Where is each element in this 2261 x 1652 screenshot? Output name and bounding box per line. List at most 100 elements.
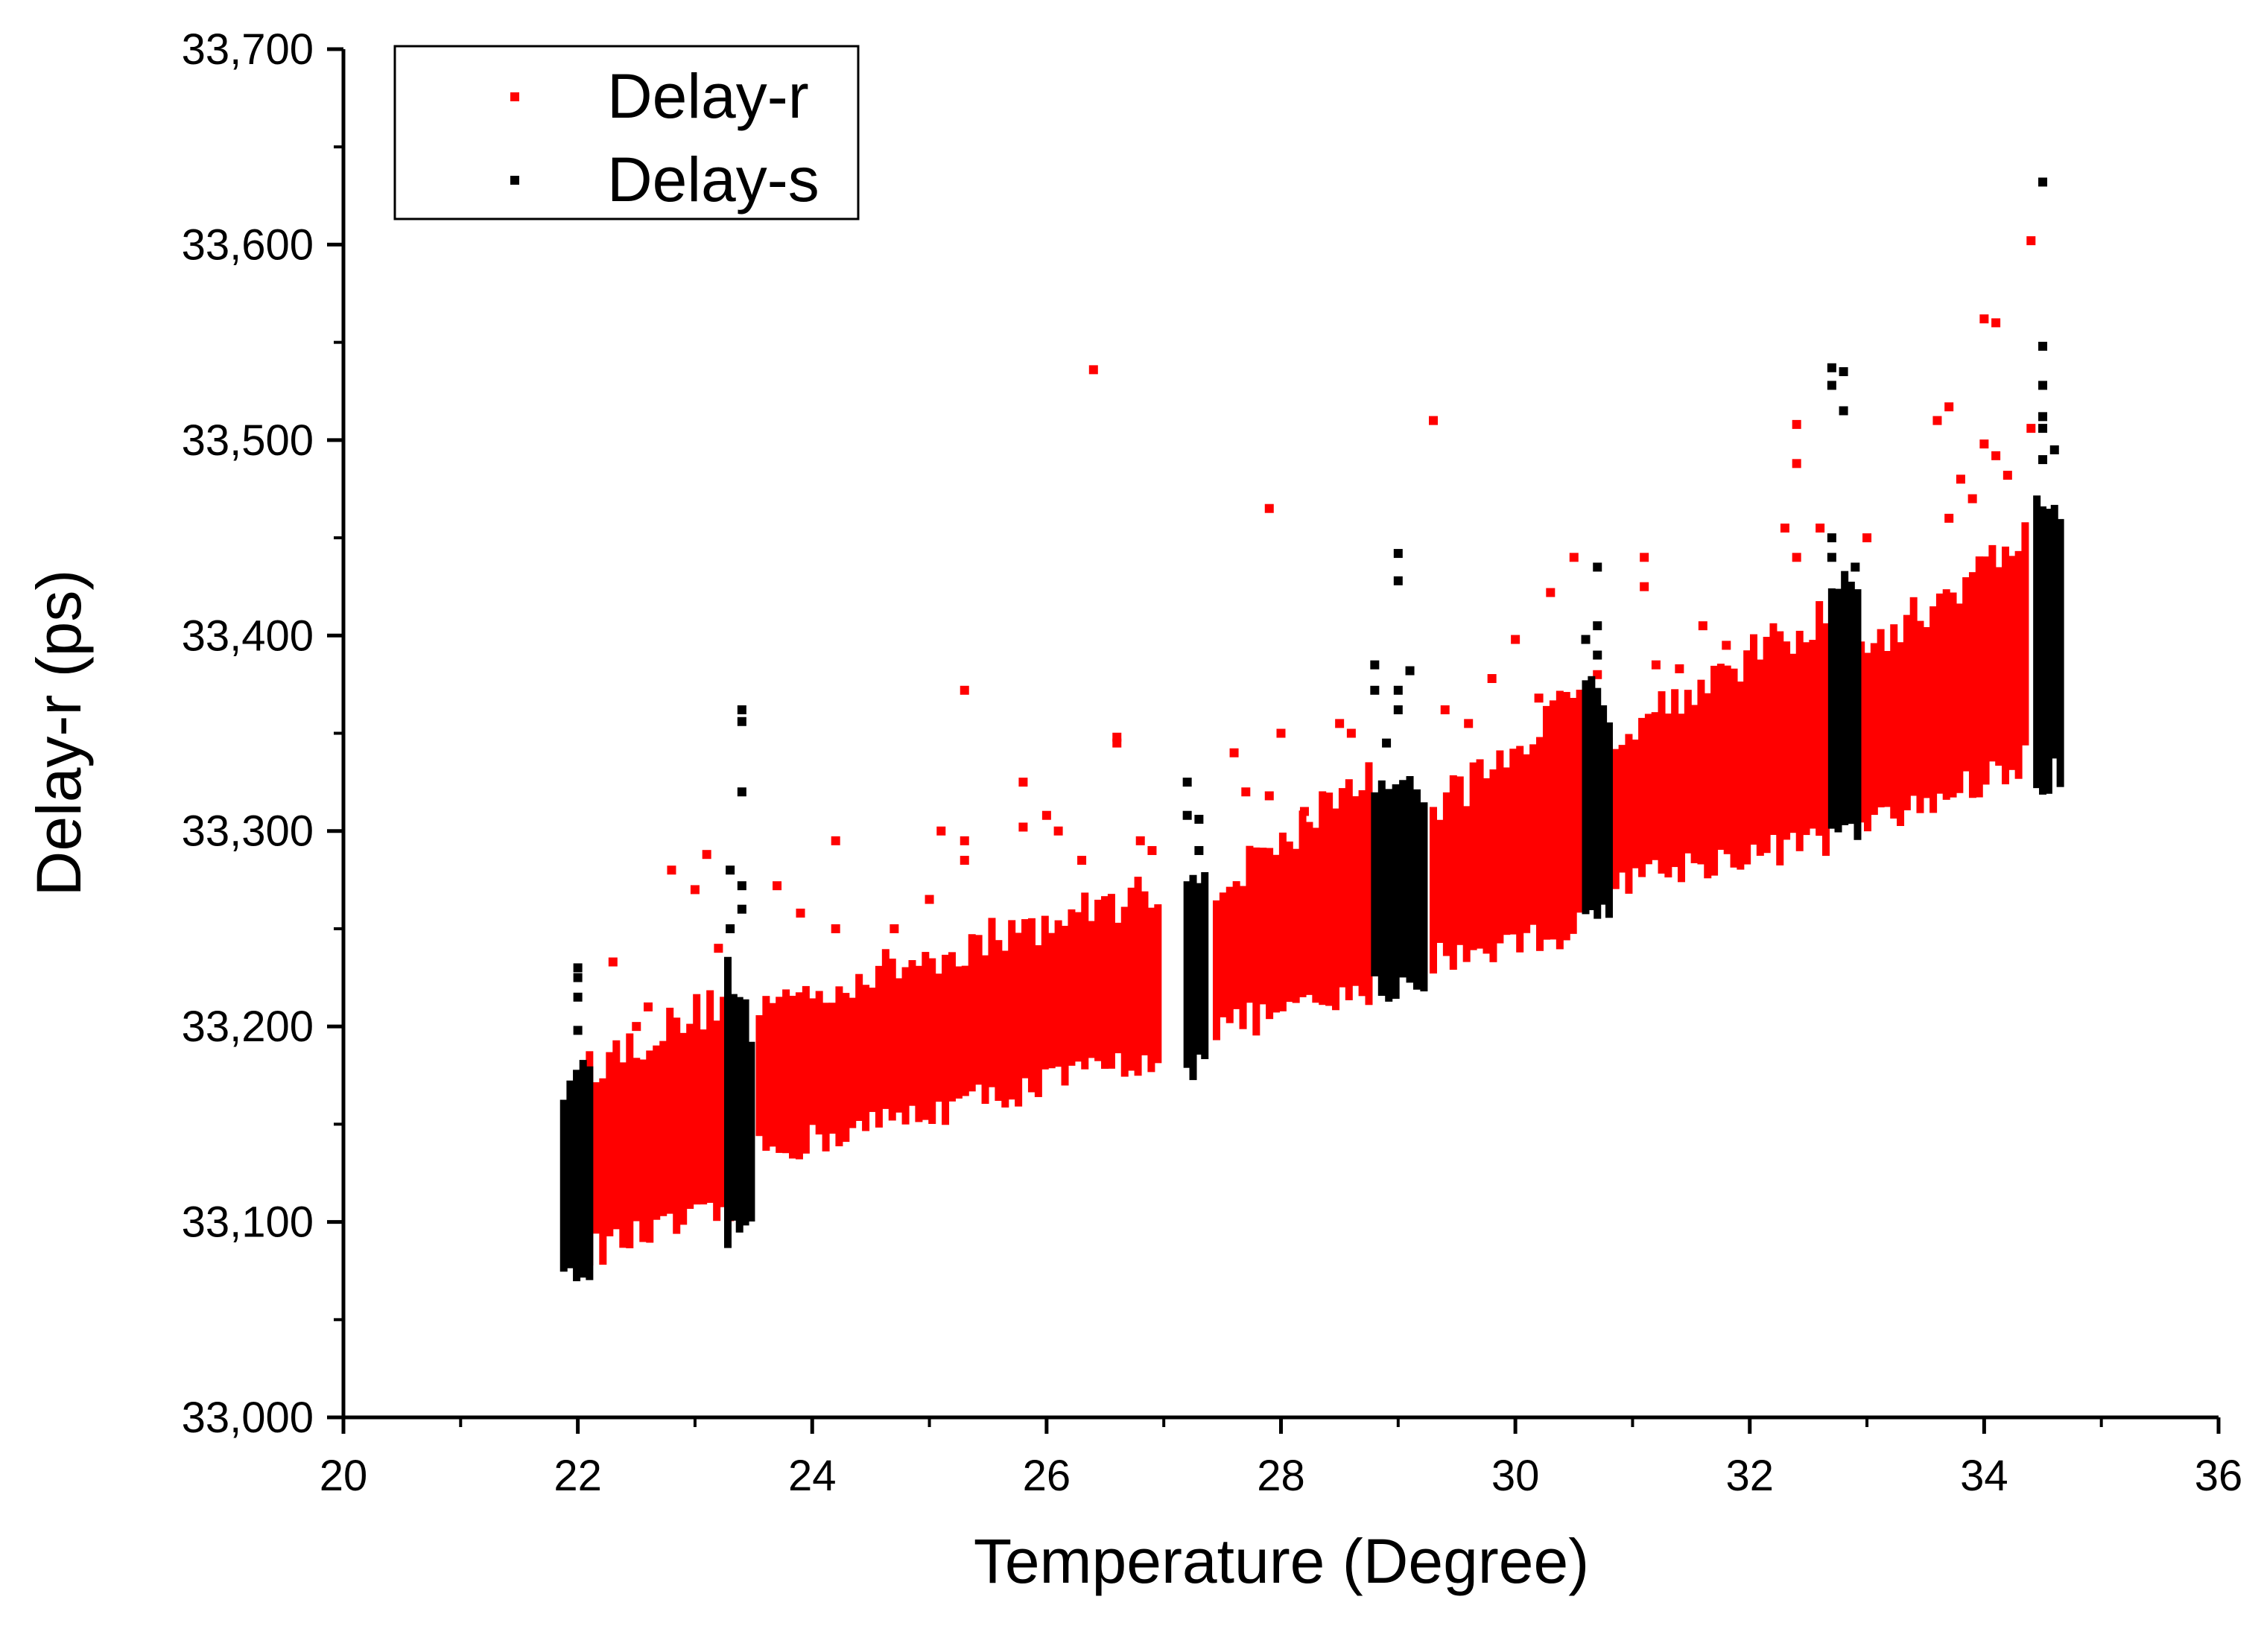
data-point-delay-r: [1264, 791, 1274, 801]
data-point-delay-r: [1640, 553, 1649, 562]
data-column-delay-s: [1392, 784, 1400, 999]
data-point-delay-s: [1593, 650, 1602, 660]
data-column-delay-r: [1625, 734, 1633, 894]
data-column-delay-r: [592, 1082, 600, 1234]
data-point-delay-s: [2038, 177, 2048, 187]
data-point-delay-r: [1464, 719, 1474, 728]
data-point-delay-s: [2038, 412, 2048, 422]
data-point-delay-s: [1851, 591, 1860, 601]
data-point-delay-s: [1851, 562, 1860, 572]
data-column-delay-r: [1789, 653, 1797, 833]
data-column-delay-r: [1008, 920, 1016, 1100]
data-point-delay-s: [726, 865, 735, 875]
y-tick-label: 33,000: [182, 1394, 314, 1442]
data-column-delay-r: [915, 965, 923, 1122]
data-point-delay-r: [796, 908, 805, 918]
data-column-delay-r: [954, 966, 963, 1099]
data-point-delay-r: [632, 1022, 641, 1032]
legend-marker-delay-s: [510, 176, 519, 185]
data-column-delay-r: [822, 1003, 830, 1151]
data-column-delay-s: [1189, 874, 1197, 1081]
data-point-delay-r: [1112, 738, 1122, 748]
data-column-delay-r: [1134, 877, 1142, 1076]
data-column-delay-r: [1916, 620, 1924, 813]
data-column-delay-r: [942, 954, 950, 1125]
y-tick-label: 33,700: [182, 25, 314, 74]
data-point-delay-r: [1956, 474, 1965, 484]
data-column-delay-r: [666, 1007, 674, 1214]
data-column-delay-r: [1576, 690, 1584, 913]
data-column-delay-r: [1436, 819, 1444, 943]
legend-label-delay-s: Delay-s: [607, 144, 819, 215]
data-column-delay-r: [1658, 691, 1666, 874]
data-point-delay-r: [1241, 787, 1251, 797]
data-column-delay-r: [1730, 668, 1738, 868]
data-point-delay-s: [737, 904, 746, 914]
data-column-delay-r: [1949, 592, 1957, 798]
data-column-delay-s: [1385, 789, 1393, 1002]
data-point-delay-s: [2049, 445, 2059, 454]
data-column-delay-r: [961, 965, 969, 1096]
data-column-delay-r: [1723, 665, 1731, 854]
y-tick-label: 33,200: [182, 1003, 314, 1051]
data-point-delay-r: [1792, 459, 1801, 468]
data-column-delay-r: [1351, 796, 1360, 986]
data-column-delay-r: [1968, 572, 1976, 798]
data-column-delay-r: [1285, 841, 1293, 1003]
data-point-delay-s: [1827, 533, 1836, 543]
data-point-delay-r: [608, 957, 618, 967]
data-point-delay-s: [737, 705, 746, 715]
data-column-delay-r: [1822, 623, 1830, 857]
data-column-delay-r: [1864, 652, 1872, 832]
data-column-delay-r: [1651, 712, 1659, 860]
data-column-delay-s: [1853, 589, 1862, 840]
data-point-delay-r: [1229, 748, 1239, 757]
data-point-delay-s: [1593, 621, 1602, 631]
data-column-delay-r: [1292, 848, 1300, 1003]
series-delay-s: [559, 177, 2064, 1282]
data-column-delay-r: [782, 989, 790, 1154]
data-column-delay-r: [1556, 690, 1564, 950]
data-column-delay-s: [729, 994, 738, 1221]
data-column-delay-r: [1549, 700, 1557, 940]
y-tick-label: 33,300: [182, 807, 314, 856]
data-column-delay-r: [935, 973, 943, 1102]
data-column-delay-r: [948, 952, 956, 1102]
data-point-delay-r: [2026, 236, 2036, 246]
data-point-delay-r: [1487, 674, 1497, 684]
data-column-delay-r: [875, 965, 883, 1128]
data-column-delay-r: [639, 1059, 647, 1242]
data-column-delay-r: [1704, 693, 1712, 879]
data-point-delay-r: [1147, 845, 1157, 855]
data-point-delay-s: [1827, 363, 1836, 372]
data-point-delay-s: [1393, 576, 1403, 585]
data-point-delay-r: [1546, 588, 1556, 597]
data-column-delay-r: [612, 1040, 621, 1230]
data-column-delay-r: [1956, 603, 1964, 793]
data-column-delay-r: [1430, 807, 1438, 974]
data-column-delay-r: [1319, 791, 1327, 1006]
data-column-delay-r: [1015, 933, 1023, 1107]
data-column-delay-r: [1710, 665, 1719, 876]
data-point-delay-r: [1780, 523, 1789, 533]
x-ticks: 20 22 24 26 28 30 32 34 36: [320, 1417, 2242, 1500]
x-tick-label: 30: [1491, 1452, 1540, 1500]
data-point-delay-r: [690, 885, 700, 895]
data-column-delay-r: [1127, 887, 1135, 1071]
data-column-delay-r: [1816, 601, 1824, 836]
data-point-delay-r: [936, 826, 946, 836]
data-column-delay-r: [981, 955, 989, 1105]
axes: 20 22 24 26 28 30 32 34 36 33,00033,10033,20033,…: [182, 25, 2243, 1500]
data-point-delay-r: [831, 924, 840, 933]
data-column-delay-s: [573, 1070, 581, 1282]
data-column-delay-r: [1456, 776, 1464, 945]
data-column-delay-r: [1054, 920, 1062, 1067]
data-column-delay-r: [789, 995, 797, 1159]
data-point-delay-r: [1944, 513, 1954, 523]
data-column-delay-s: [2044, 509, 2052, 794]
y-tick-label: 33,500: [182, 416, 314, 465]
data-column-delay-r: [1562, 692, 1570, 941]
x-tick-label: 20: [320, 1452, 368, 1500]
data-point-delay-r: [644, 1002, 653, 1011]
legend-label-delay-r: Delay-r: [607, 61, 809, 131]
